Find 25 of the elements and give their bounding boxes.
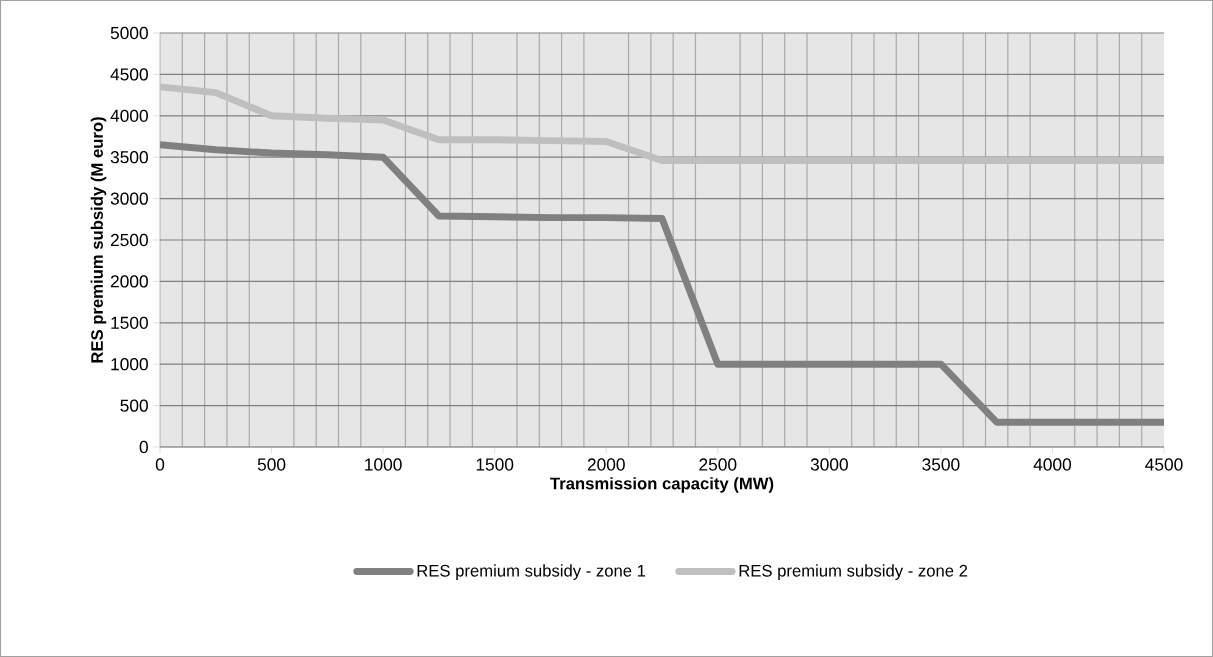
x-tick-label: 0 — [155, 458, 165, 471]
x-tick-label: 500 — [257, 458, 286, 471]
x-tick-label: 3500 — [922, 458, 960, 471]
y-tick-label: 4500 — [110, 68, 148, 81]
y-tick-label: 2500 — [110, 233, 148, 247]
x-tick-label: 4000 — [1033, 458, 1072, 471]
x-tick-label: 4500 — [1145, 458, 1183, 471]
y-axis-title: RES premium subsidy (M euro) — [90, 117, 107, 363]
x-tick-label: 2500 — [699, 458, 737, 471]
y-tick-label: 1500 — [111, 316, 148, 329]
x-tick-label: 2000 — [587, 458, 625, 471]
x-tick-label: 1500 — [476, 458, 514, 471]
y-tick-label: 3000 — [110, 192, 148, 205]
legend-label: RES premium subsidy - zone 1 — [417, 564, 646, 580]
legend-label: RES premium subsidy - zone 2 — [739, 564, 968, 580]
y-tick-label: 5000 — [110, 26, 148, 40]
y-tick-label: 4000 — [110, 109, 148, 122]
y-tick-label: 1000 — [111, 358, 148, 371]
y-tick-label: 2000 — [110, 275, 148, 288]
x-tick-label: 3000 — [810, 458, 848, 471]
y-tick-label: 500 — [120, 399, 148, 412]
x-tick-label: 1000 — [365, 458, 402, 471]
y-tick-label: 0 — [139, 440, 148, 454]
y-tick-label: 3500 — [110, 151, 148, 164]
x-axis-title: Transmission capacity (MW) — [550, 477, 774, 493]
